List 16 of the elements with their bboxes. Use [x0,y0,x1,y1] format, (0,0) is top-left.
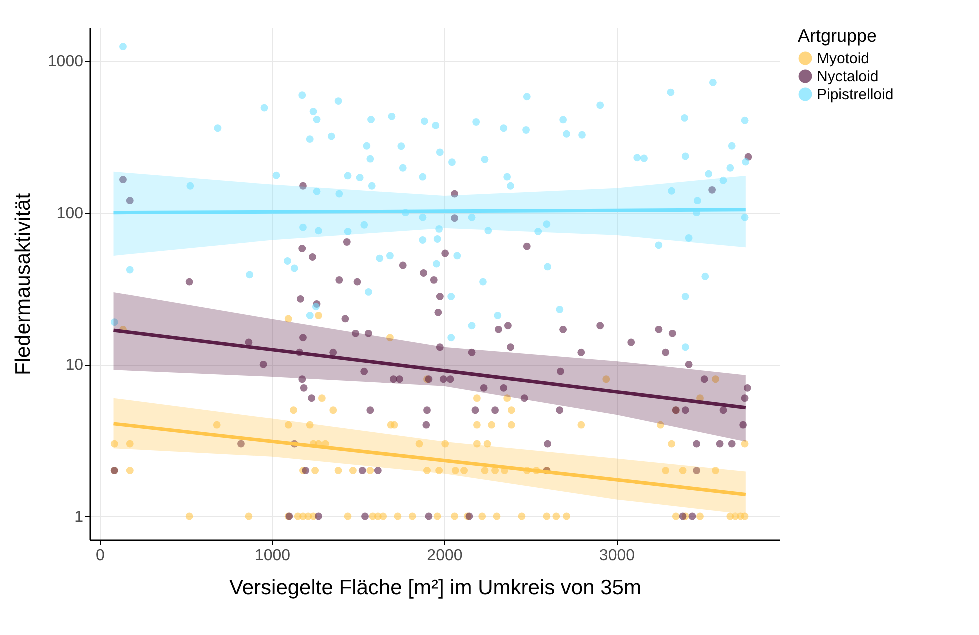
x-tick-label: 0 [96,548,106,564]
line-series [112,422,748,497]
x-tick-label: 3000 [599,548,636,564]
legend-label: Myotoid [817,50,870,68]
y-axis-title: Fledermausaktivität [12,193,35,376]
x-tick-label: 1000 [254,548,291,564]
line-series [112,328,748,410]
y-tick-label: 1 [74,508,84,526]
legend-label: Nyctaloid [817,68,879,86]
y-tick-label: 100 [56,205,84,222]
y-tick-label: 1000 [48,54,84,71]
x-tick-label: 2000 [427,548,463,564]
legend-label: Pipistrelloid [817,86,894,104]
legend-title: Artgruppe [798,26,878,46]
y-tick-label: 10 [66,357,84,374]
x-axis-title: Versiegelte Fläche [m²] im Umkreis von 35m [230,576,642,600]
